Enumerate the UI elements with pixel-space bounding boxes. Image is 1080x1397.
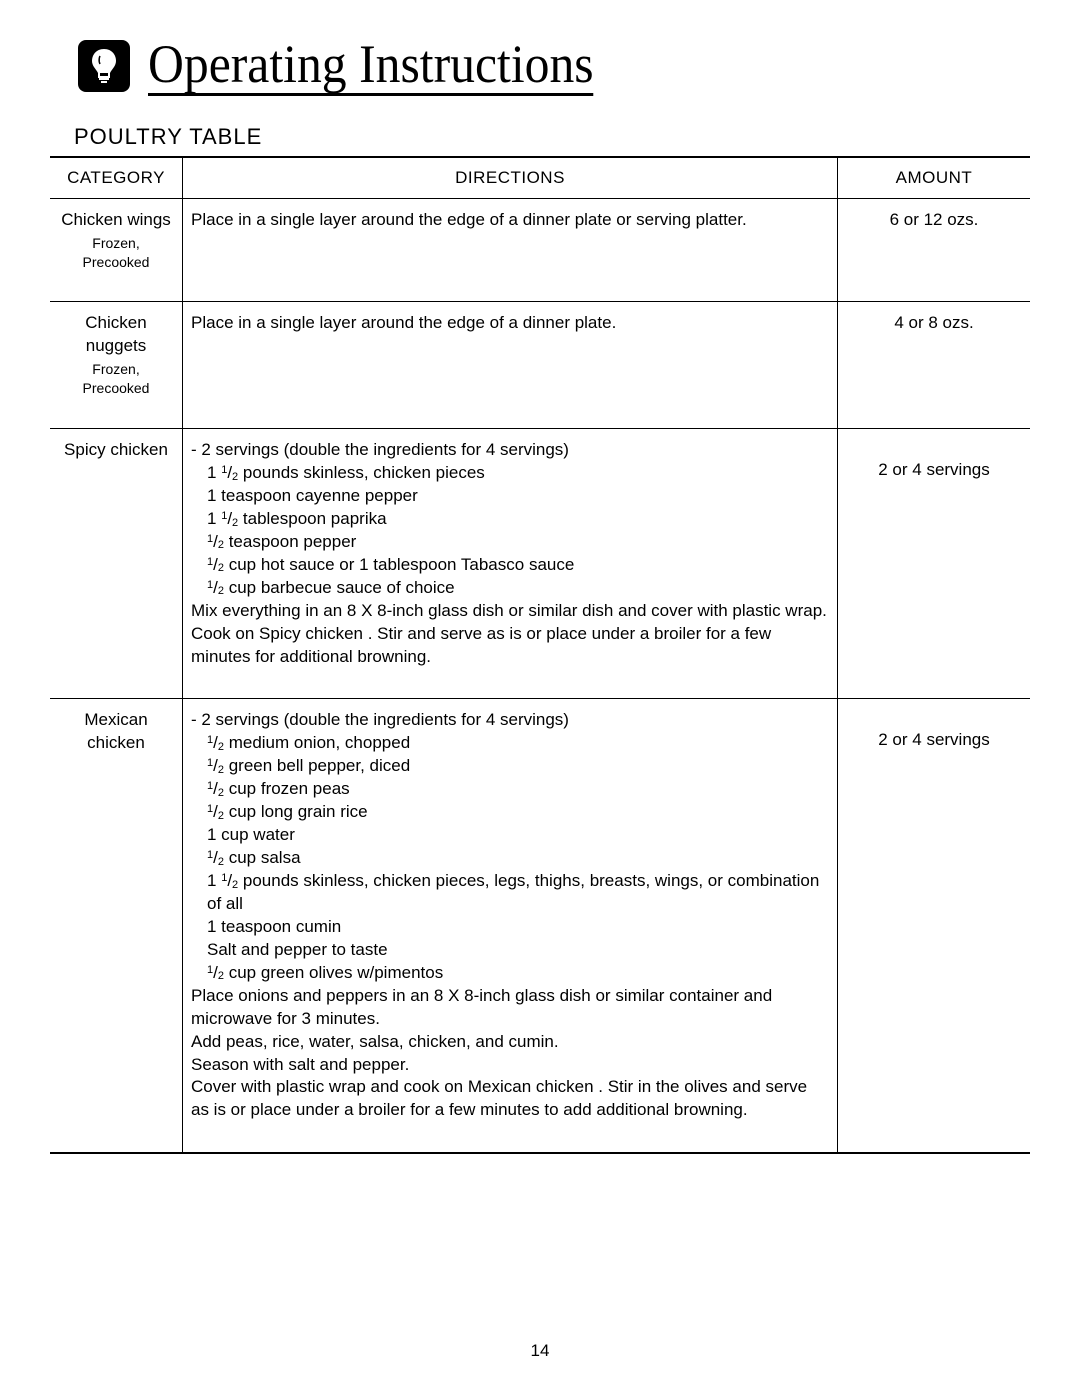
ingredient-line: 1 teaspoon cayenne pepper xyxy=(191,485,829,508)
category-sub: Frozen, Precooked xyxy=(58,234,174,272)
category-sub: Frozen, Precooked xyxy=(58,360,174,398)
column-header-directions: DIRECTIONS xyxy=(183,157,838,199)
amount-cell: 2 or 4 servings xyxy=(838,699,1031,1153)
instruction-line: Place onions and peppers in an 8 X 8-inc… xyxy=(191,985,829,1031)
category-main: Spicy chicken xyxy=(58,439,174,462)
directions-text: Place in a single layer around the edge … xyxy=(191,312,829,335)
recipe-intro: - 2 servings (double the ingredients for… xyxy=(191,709,829,732)
poultry-table: CATEGORY DIRECTIONS AMOUNT Chicken wings… xyxy=(50,156,1030,1155)
instruction-line: Add peas, rice, water, salsa, chicken, a… xyxy=(191,1031,829,1054)
page-header: Operating Instructions xyxy=(78,36,1030,96)
ingredient-line: 1/2 cup hot sauce or 1 tablespoon Tabasc… xyxy=(191,554,829,577)
page-number: 14 xyxy=(0,1341,1080,1361)
directions-cell: Place in a single layer around the edge … xyxy=(183,198,838,302)
category-cell: Chicken nuggetsFrozen, Precooked xyxy=(50,302,183,429)
table-header-row: CATEGORY DIRECTIONS AMOUNT xyxy=(50,157,1030,199)
ingredient-line: 1 1/2 pounds skinless, chicken pieces xyxy=(191,462,829,485)
column-header-amount: AMOUNT xyxy=(838,157,1031,199)
instruction-line: Mix everything in an 8 X 8-inch glass di… xyxy=(191,600,829,623)
directions-cell: - 2 servings (double the ingredients for… xyxy=(183,699,838,1153)
ingredient-line: 1/2 medium onion, chopped xyxy=(191,732,829,755)
ingredient-line: 1 teaspoon cumin xyxy=(191,916,829,939)
table-row: Spicy chicken - 2 servings (double the in… xyxy=(50,429,1030,699)
ingredient-line: 1 cup water xyxy=(191,824,829,847)
category-cell: Spicy chicken xyxy=(50,429,183,699)
ingredient-line: 1/2 cup barbecue sauce of choice xyxy=(191,577,829,600)
manual-page: Operating Instructions POULTRY TABLE CAT… xyxy=(0,0,1080,1397)
amount-cell: 2 or 4 servings xyxy=(838,429,1031,699)
instruction-line: Cook on Spicy chicken . Stir and serve a… xyxy=(191,623,829,669)
amount-cell: 6 or 12 ozs. xyxy=(838,198,1031,302)
lightbulb-icon xyxy=(78,40,130,92)
directions-text: Place in a single layer around the edge … xyxy=(191,209,829,232)
ingredient-line: 1/2 teaspoon pepper xyxy=(191,531,829,554)
ingredient-line: 1/2 cup long grain rice xyxy=(191,801,829,824)
category-cell: Mexican chicken xyxy=(50,699,183,1153)
ingredient-line: 1/2 cup green olives w/pimentos xyxy=(191,962,829,985)
directions-cell: - 2 servings (double the ingredients for… xyxy=(183,429,838,699)
directions-cell: Place in a single layer around the edge … xyxy=(183,302,838,429)
ingredient-line: 1 1/2 pounds skinless, chicken pieces, l… xyxy=(191,870,829,916)
category-cell: Chicken wingsFrozen, Precooked xyxy=(50,198,183,302)
ingredient-line: 1/2 green bell pepper, diced xyxy=(191,755,829,778)
page-title: Operating Instructions xyxy=(148,36,594,96)
category-main: Mexican chicken xyxy=(58,709,174,755)
ingredient-line: 1 1/2 tablespoon paprika xyxy=(191,508,829,531)
instruction-line: Season with salt and pepper. xyxy=(191,1054,829,1077)
column-header-category: CATEGORY xyxy=(50,157,183,199)
ingredient-line: 1/2 cup frozen peas xyxy=(191,778,829,801)
category-main: Chicken wings xyxy=(58,209,174,232)
table-row: Chicken nuggetsFrozen, Precooked Place in… xyxy=(50,302,1030,429)
table-row: Mexican chicken - 2 servings (double the … xyxy=(50,699,1030,1153)
amount-cell: 4 or 8 ozs. xyxy=(838,302,1031,429)
table-row: Chicken wingsFrozen, Precooked Place in a… xyxy=(50,198,1030,302)
recipe-intro: - 2 servings (double the ingredients for… xyxy=(191,439,829,462)
section-title: POULTRY TABLE xyxy=(74,124,1030,150)
category-main: Chicken nuggets xyxy=(58,312,174,358)
ingredient-line: 1/2 cup salsa xyxy=(191,847,829,870)
table-body: Chicken wingsFrozen, PrecookedPlace in a… xyxy=(50,198,1030,1153)
instruction-line: Cover with plastic wrap and cook on Mexi… xyxy=(191,1076,829,1122)
ingredient-line: Salt and pepper to taste xyxy=(191,939,829,962)
